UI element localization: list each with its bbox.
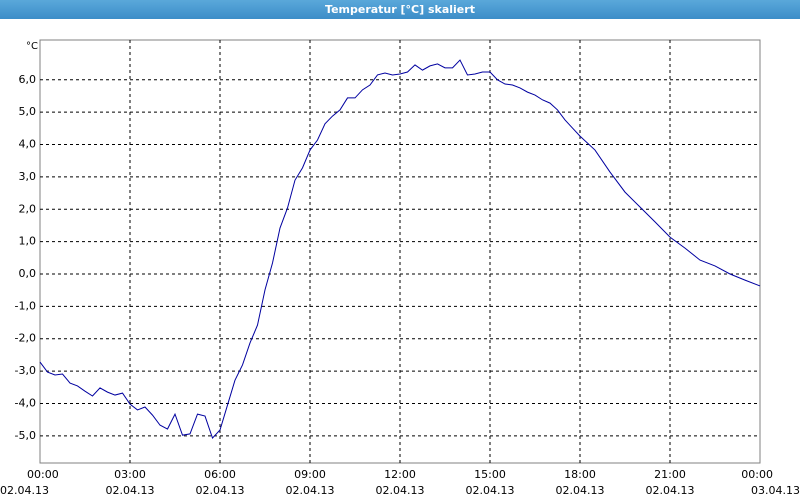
x-tick-date: 02.04.13 (466, 484, 515, 497)
title-bar (0, 0, 800, 19)
x-tick-date: 02.04.13 (106, 484, 155, 497)
x-tick-date: 02.04.13 (556, 484, 605, 497)
x-tick-date: 02.04.13 (196, 484, 245, 497)
y-tick-label: 6,0 (19, 73, 37, 86)
x-tick-label: 06:00 (204, 468, 236, 481)
y-tick-label: 1,0 (19, 235, 37, 248)
x-tick-date: 02.04.13 (286, 484, 335, 497)
y-axis-label: °C (26, 41, 38, 52)
y-tick-label: 0,0 (19, 267, 37, 280)
y-tick-label: -4,0 (15, 396, 36, 409)
x-tick-label: 21:00 (654, 468, 686, 481)
x-tick-label: 00:00 (741, 468, 773, 481)
x-tick-label: 18:00 (564, 468, 596, 481)
chart-title: Temperatur [°C] skaliert (325, 3, 475, 16)
x-tick-date: 02.04.13 (376, 484, 425, 497)
y-tick-label: 4,0 (19, 138, 37, 151)
x-tick-label: 15:00 (474, 468, 506, 481)
y-tick-label: -5,0 (15, 429, 36, 442)
x-tick-label: 00:00 (27, 468, 59, 481)
y-tick-label: -2,0 (15, 332, 36, 345)
y-tick-label: -3,0 (15, 364, 36, 377)
x-tick-label: 09:00 (294, 468, 326, 481)
y-tick-label: 5,0 (19, 105, 37, 118)
x-tick-date: 02.04.13 (0, 484, 49, 497)
x-tick-label: 12:00 (384, 468, 416, 481)
x-tick-label: 03:00 (114, 468, 146, 481)
y-tick-label: -1,0 (15, 299, 36, 312)
x-tick-date: 03.04.13 (751, 484, 800, 497)
x-tick-date: 02.04.13 (646, 484, 695, 497)
y-tick-label: 2,0 (19, 202, 37, 215)
temperature-line (39, 59, 761, 440)
y-tick-label: 3,0 (19, 170, 37, 183)
